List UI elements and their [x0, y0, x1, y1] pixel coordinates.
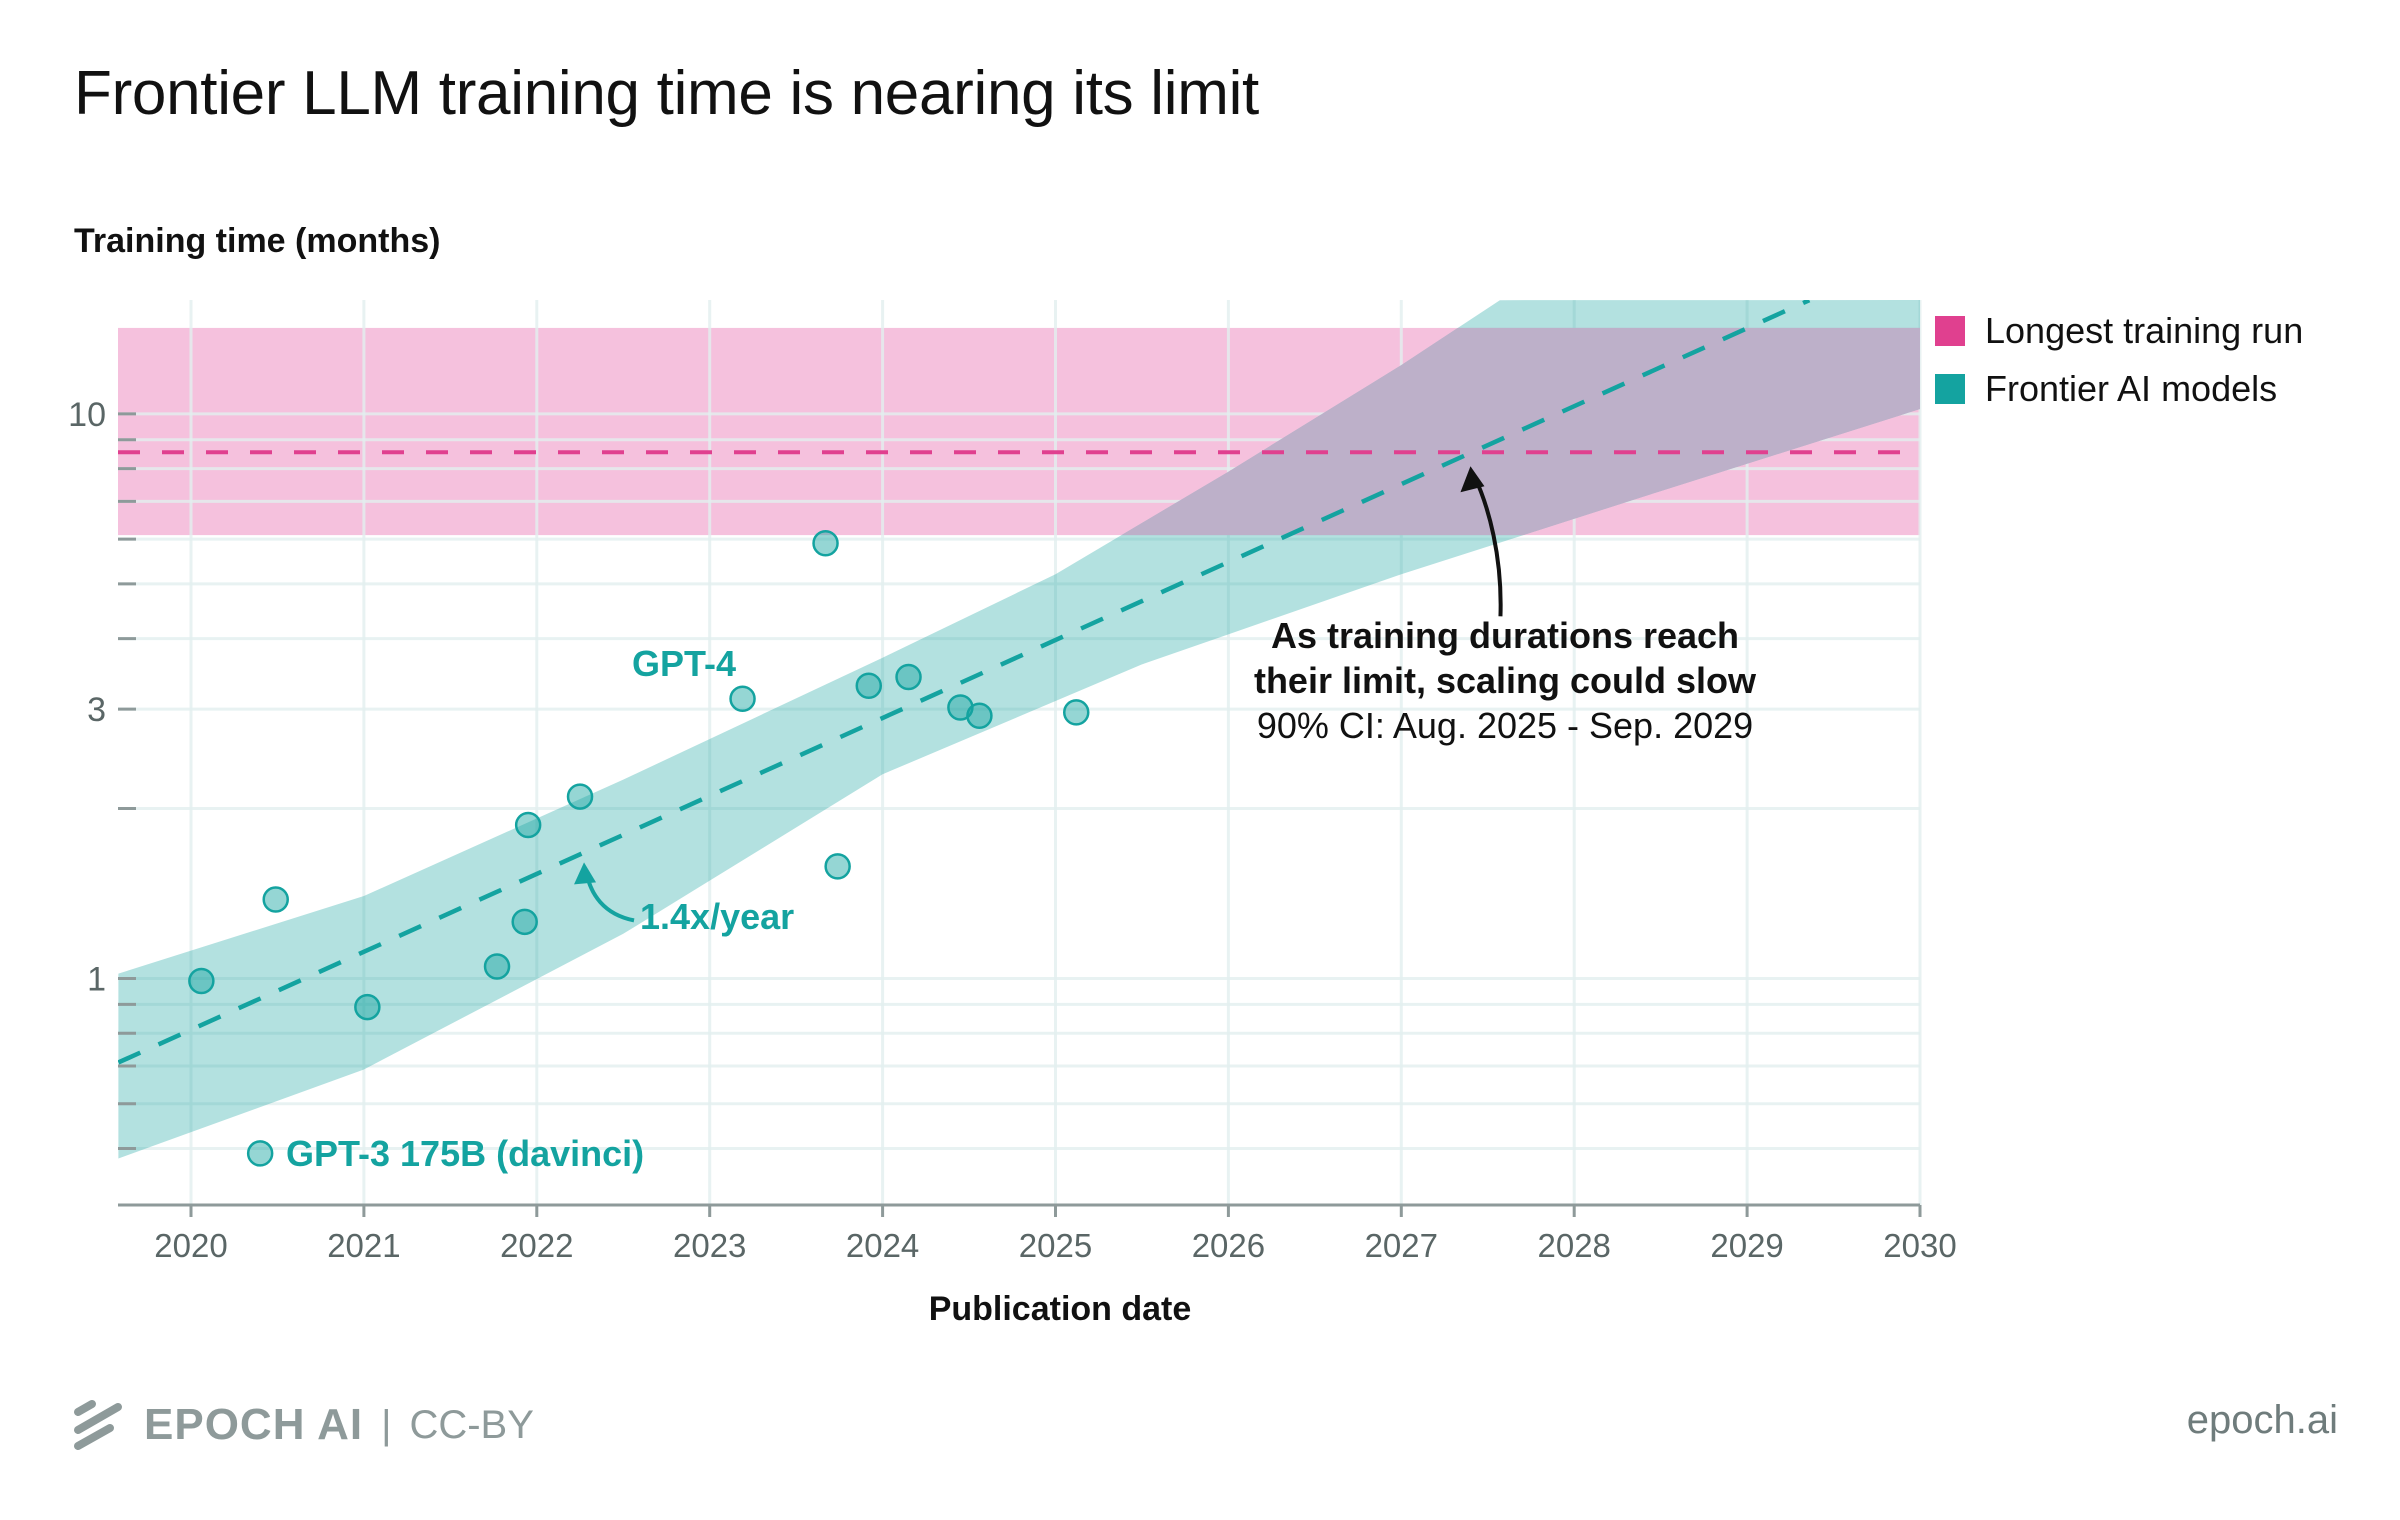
footer-url-link[interactable]: epoch.ai [2186, 1398, 2338, 1442]
data-point [824, 853, 851, 880]
y-axis-label: Training time (months) [74, 222, 441, 260]
growth-arrowhead-icon [574, 862, 597, 885]
axes: 2020 2021 2022 2023 2024 2025 2026 2027 2028 2029… [68, 396, 1957, 1264]
y-tick-label: 1 [87, 961, 106, 999]
y-tick-label: 10 [68, 396, 106, 434]
x-tick-label: 2024 [846, 1227, 919, 1264]
data-point-gpt-3 [246, 1140, 274, 1167]
growth-rate-label: 1.4x/year [640, 896, 795, 937]
data-point [966, 702, 993, 729]
epoch-logo-icon [74, 1400, 122, 1450]
data-point [812, 530, 839, 557]
y-tick-label: 3 [87, 691, 106, 729]
legend-item-frontier-models[interactable]: Frontier AI models [1935, 360, 2303, 418]
data-point [262, 886, 289, 913]
data-point [566, 783, 594, 810]
footer-separator: | [381, 1402, 392, 1447]
overlap-fill [1121, 327, 1920, 536]
x-tick-label: 2022 [500, 1227, 573, 1264]
trend-lines [118, 300, 1920, 1065]
legend-item-longest-run[interactable]: Longest training run [1935, 302, 2303, 360]
footer-brand: EPOCH AI | CC-BY [72, 1398, 534, 1452]
pink-swatch-icon [1935, 316, 1965, 346]
annotation-arrows [574, 466, 1503, 923]
data-point-gpt-4 [729, 685, 756, 712]
data-point [1062, 699, 1090, 726]
gpt3-label: GPT-3 175B (davinci) [286, 1133, 645, 1174]
x-tick-label: 2020 [154, 1227, 227, 1264]
x-tick-label: 2026 [1192, 1227, 1265, 1264]
chart-title: Frontier LLM training time is nearing it… [74, 59, 1259, 128]
data-point [511, 908, 538, 936]
limit-arrowhead-icon [1460, 466, 1485, 493]
data-point [483, 953, 511, 980]
x-tick-label: 2025 [1019, 1227, 1092, 1264]
x-tick-label: 2027 [1365, 1227, 1438, 1264]
data-points [188, 530, 1090, 1167]
data-point [188, 967, 215, 995]
data-point [514, 811, 542, 839]
x-tick-label: 2028 [1537, 1227, 1610, 1264]
data-point [855, 672, 883, 699]
legend-label: Longest training run [1985, 310, 2304, 351]
legend-label: Frontier AI models [1985, 368, 2278, 409]
x-axis-label: Publication date [928, 1290, 1192, 1328]
x-tick-label: 2023 [673, 1227, 746, 1264]
overlap-region [1121, 327, 1920, 536]
x-tick-label: 2021 [327, 1227, 400, 1264]
data-point [354, 993, 381, 1021]
annotation-line-2: their limit, scaling could slow [1253, 660, 1757, 701]
data-point [895, 663, 922, 691]
ci-band-layer [118, 300, 1920, 1159]
gpt4-label: GPT-4 [632, 643, 737, 684]
trend-line [118, 300, 1811, 1065]
limit-annotation: As training durations reach their limit,… [1220, 613, 1790, 748]
brand-name: EPOCH AI [144, 1400, 364, 1449]
legend: Longest training run Frontier AI models [1935, 302, 2303, 418]
annotation-line-1: As training durations reach [1270, 615, 1740, 656]
license-label: CC-BY [409, 1402, 534, 1447]
x-tick-label: 2029 [1710, 1227, 1783, 1264]
x-tick-label: 2030 [1883, 1227, 1956, 1264]
annotation-ci: 90% CI: Aug. 2025 - Sep. 2029 [1256, 705, 1754, 746]
teal-swatch-icon [1935, 374, 1965, 404]
